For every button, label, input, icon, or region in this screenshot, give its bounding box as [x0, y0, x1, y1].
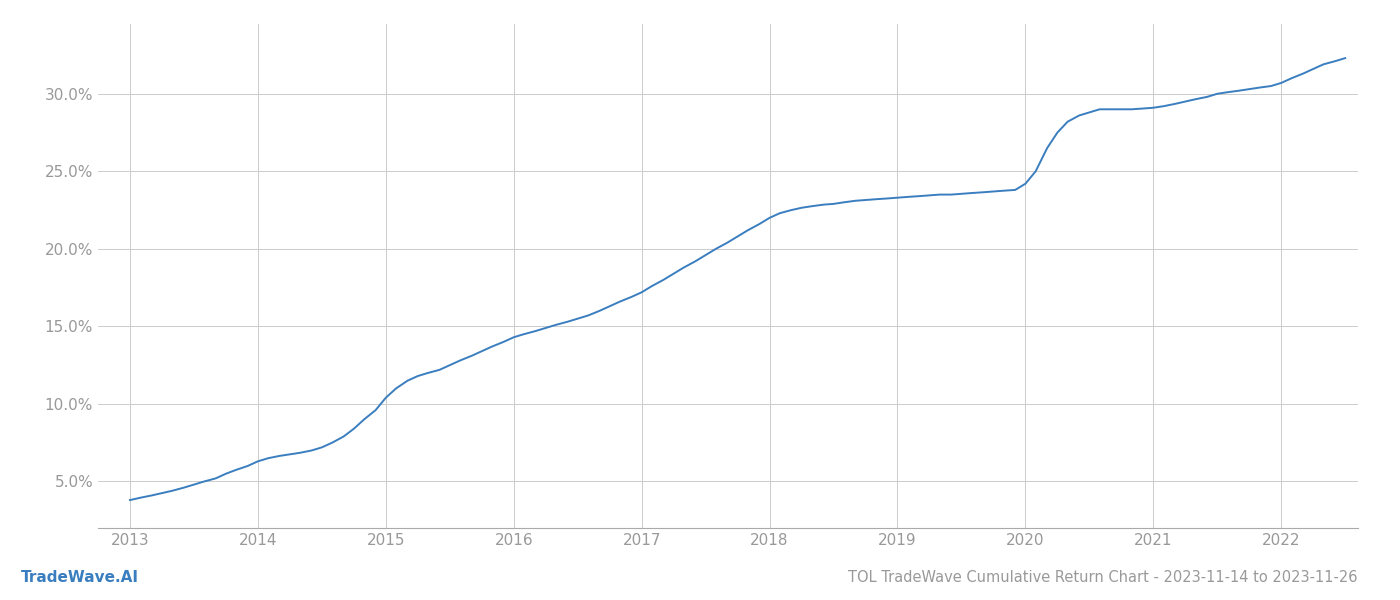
Text: TOL TradeWave Cumulative Return Chart - 2023-11-14 to 2023-11-26: TOL TradeWave Cumulative Return Chart - … [848, 570, 1358, 585]
Text: TradeWave.AI: TradeWave.AI [21, 570, 139, 585]
